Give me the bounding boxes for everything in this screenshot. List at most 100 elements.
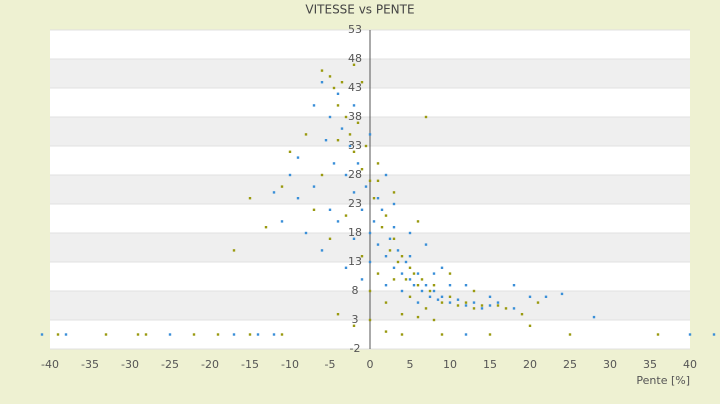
point	[232, 249, 236, 252]
point	[392, 191, 396, 194]
point	[388, 249, 392, 252]
point	[192, 333, 196, 336]
point	[428, 295, 432, 298]
point	[352, 104, 356, 107]
point	[496, 301, 500, 304]
point	[304, 231, 308, 235]
point	[448, 295, 452, 298]
point	[356, 121, 360, 124]
point	[544, 295, 548, 298]
point	[448, 272, 452, 275]
point	[432, 284, 436, 287]
x-tick-label: -30	[121, 358, 139, 371]
point	[364, 185, 368, 188]
point	[536, 301, 540, 304]
x-tick-label: -25	[161, 358, 179, 371]
point	[216, 333, 220, 336]
y-tick-label: 53	[348, 23, 362, 36]
point	[288, 173, 292, 177]
point	[360, 81, 364, 84]
point	[384, 214, 388, 217]
point	[296, 156, 300, 159]
point	[368, 231, 372, 235]
x-tick-label: 25	[563, 358, 577, 371]
point	[320, 69, 324, 72]
point	[404, 260, 408, 264]
point	[560, 292, 564, 296]
x-tick-label: -15	[241, 358, 259, 371]
point	[568, 333, 572, 336]
x-tick-label: 20	[523, 358, 537, 371]
point	[456, 304, 460, 307]
point	[472, 301, 476, 304]
point	[256, 333, 260, 336]
point	[320, 81, 324, 84]
y-tick-label: 23	[348, 197, 362, 210]
point	[248, 333, 252, 336]
y-tick-label: 13	[348, 255, 362, 268]
x-tick-label: -20	[201, 358, 219, 371]
point	[232, 333, 236, 336]
point	[104, 333, 108, 336]
point	[472, 289, 476, 293]
point	[400, 272, 404, 275]
point	[396, 249, 400, 252]
point	[480, 307, 484, 310]
point	[352, 237, 356, 240]
chart-title: VITESSE vs PENTE	[305, 3, 414, 17]
point	[272, 191, 276, 194]
point	[56, 333, 60, 336]
point	[368, 289, 372, 293]
point	[392, 278, 396, 281]
point	[424, 284, 428, 287]
point	[368, 260, 372, 264]
point	[336, 139, 340, 142]
point	[328, 75, 332, 78]
point	[424, 307, 428, 310]
point	[408, 278, 412, 281]
x-tick-label: 40	[683, 358, 697, 371]
point	[464, 333, 468, 336]
point	[352, 150, 356, 153]
point	[280, 185, 284, 188]
point	[412, 284, 416, 287]
point	[456, 298, 460, 301]
x-tick-label: -5	[325, 358, 336, 371]
point	[344, 173, 348, 177]
x-tick-label: 35	[643, 358, 657, 371]
point	[328, 115, 332, 119]
point	[136, 333, 140, 336]
point	[428, 289, 432, 293]
y-tick-label: 3	[352, 313, 359, 326]
point	[416, 315, 420, 319]
plot-area	[40, 29, 716, 350]
point	[304, 133, 308, 136]
point	[472, 307, 476, 310]
x-tick-label: -10	[281, 358, 299, 371]
point	[328, 237, 332, 240]
point	[312, 208, 316, 211]
point	[416, 272, 420, 275]
point	[404, 278, 408, 281]
point	[352, 324, 356, 327]
point	[488, 295, 492, 298]
point	[436, 298, 440, 301]
point	[528, 295, 532, 298]
point	[480, 304, 484, 307]
point	[592, 315, 596, 319]
point	[348, 133, 352, 136]
x-tick-label: 30	[603, 358, 617, 371]
point	[360, 255, 364, 258]
point	[656, 333, 660, 336]
point	[496, 304, 500, 307]
point	[464, 301, 468, 304]
point	[384, 173, 388, 177]
point	[376, 179, 380, 182]
y-tick-label: 43	[348, 81, 362, 94]
point	[336, 313, 340, 316]
point	[440, 301, 444, 304]
y-tick-label: -2	[350, 342, 361, 355]
point	[336, 220, 340, 223]
point	[392, 237, 396, 240]
point	[288, 150, 292, 153]
